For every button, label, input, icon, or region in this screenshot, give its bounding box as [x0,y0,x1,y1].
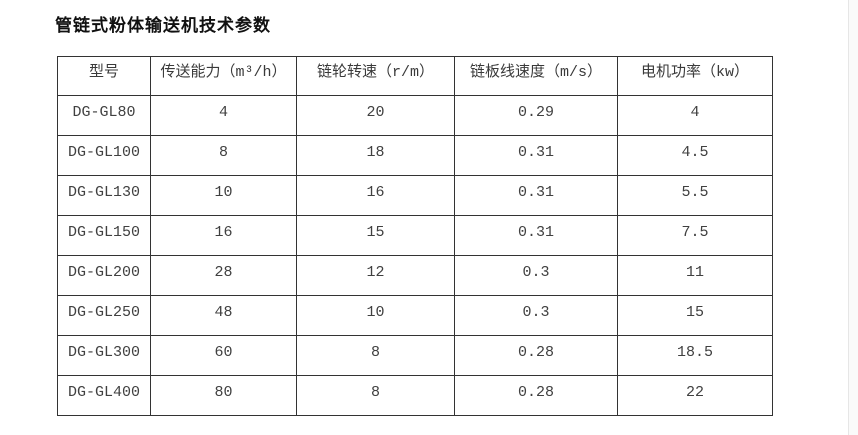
table-cell: 4.5 [617,135,773,176]
table-cell: 0.29 [454,95,618,136]
specs-table: 型号 传送能力（m³/h） 链轮转速（r/m） 链板线速度（m/s） 电机功率（kw） … [57,56,773,416]
table-cell: 18.5 [617,335,773,376]
table-cell: 16 [150,215,297,256]
table-cell: DG-GL130 [57,175,151,216]
column-header: 链板线速度（m/s） [454,56,618,96]
table-cell: 18 [296,135,455,176]
scrollbar-track[interactable] [848,0,858,435]
table-cell: 4 [150,95,297,136]
table-cell: 11 [617,255,773,296]
table-cell: DG-GL250 [57,295,151,336]
table-cell: DG-GL80 [57,95,151,136]
table-cell: DG-GL150 [57,215,151,256]
table-cell: 7.5 [617,215,773,256]
table-cell: 28 [150,255,297,296]
table-cell: 0.31 [454,135,618,176]
table-cell: 10 [150,175,297,216]
column-header: 型号 [57,56,151,96]
table-cell: DG-GL400 [57,375,151,416]
table-cell: 15 [296,215,455,256]
table-cell: DG-GL100 [57,135,151,176]
table-cell: 8 [150,135,297,176]
table-cell: 0.31 [454,175,618,216]
table-cell: 12 [296,255,455,296]
table-cell: 16 [296,175,455,216]
table-row: DG-GL130 10 16 0.31 5.5 [57,175,773,216]
table-cell: 0.28 [454,375,618,416]
table-cell: 20 [296,95,455,136]
table-row: DG-GL400 80 8 0.28 22 [57,375,773,416]
table-cell: 0.3 [454,255,618,296]
column-header: 链轮转速（r/m） [296,56,455,96]
table-row: DG-GL100 8 18 0.31 4.5 [57,135,773,176]
table-cell: 10 [296,295,455,336]
table-cell: 0.31 [454,215,618,256]
table-row: DG-GL80 4 20 0.29 4 [57,95,773,136]
table-cell: 0.28 [454,335,618,376]
column-header: 电机功率（kw） [617,56,773,96]
table-cell: 4 [617,95,773,136]
table-cell: DG-GL300 [57,335,151,376]
header-row: 型号 传送能力（m³/h） 链轮转速（r/m） 链板线速度（m/s） 电机功率（kw） [57,56,773,96]
table-cell: 5.5 [617,175,773,216]
table-row: DG-GL250 48 10 0.3 15 [57,295,773,336]
table-row: DG-GL150 16 15 0.31 7.5 [57,215,773,256]
table-cell: DG-GL200 [57,255,151,296]
table-cell: 15 [617,295,773,336]
table-row: DG-GL200 28 12 0.3 11 [57,255,773,296]
table-cell: 8 [296,335,455,376]
table-cell: 48 [150,295,297,336]
table-cell: 0.3 [454,295,618,336]
column-header: 传送能力（m³/h） [150,56,297,96]
table-cell: 8 [296,375,455,416]
page-title: 管链式粉体输送机技术参数 [55,16,271,35]
table-cell: 80 [150,375,297,416]
table-cell: 22 [617,375,773,416]
table-cell: 60 [150,335,297,376]
table-row: DG-GL300 60 8 0.28 18.5 [57,335,773,376]
table-body: DG-GL80 4 20 0.29 4 DG-GL100 8 18 0.31 4.5 DG-GL13… [57,95,773,416]
